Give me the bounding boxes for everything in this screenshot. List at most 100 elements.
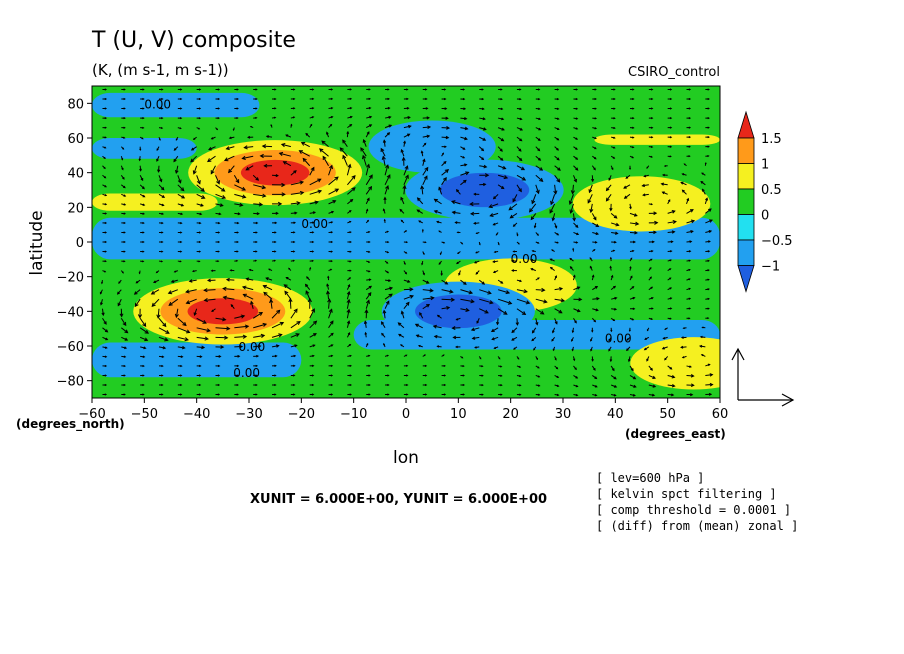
wind-vector <box>610 317 616 322</box>
wind-vector <box>641 183 649 188</box>
wind-vector <box>399 208 405 214</box>
wind-vector <box>234 97 239 101</box>
wind-vector <box>416 197 424 205</box>
wind-vector <box>591 317 597 323</box>
anomaly-contour <box>187 298 259 325</box>
wind-vector <box>530 213 537 221</box>
wind-vector <box>177 203 185 207</box>
wind-vector <box>573 136 579 140</box>
wind-vector <box>705 317 710 320</box>
wind-vector <box>366 240 371 244</box>
wind-vector <box>535 241 540 244</box>
wind-vector <box>328 332 334 338</box>
wind-vector <box>479 365 484 368</box>
wind-vector <box>440 270 443 277</box>
wind-vector <box>592 308 599 312</box>
wind-vector <box>686 259 692 262</box>
wind-vector <box>403 294 414 300</box>
wind-vector <box>403 174 409 186</box>
wind-vector <box>573 297 583 302</box>
wind-vector <box>190 146 197 151</box>
wind-vector <box>473 192 480 196</box>
wind-vector <box>326 131 330 138</box>
wind-vector <box>366 354 371 357</box>
wind-vector <box>516 232 519 237</box>
wind-vector <box>686 126 692 129</box>
wind-vector <box>573 222 579 228</box>
wind-vector <box>420 185 425 195</box>
wind-vector <box>158 97 164 101</box>
wind-vector <box>101 308 105 317</box>
wind-vector <box>140 126 145 129</box>
wind-vector <box>302 157 311 167</box>
wind-vector <box>272 383 277 387</box>
wind-vector <box>648 145 654 149</box>
wind-vector <box>102 393 108 396</box>
wind-vector <box>253 322 268 329</box>
wind-vector <box>234 212 241 216</box>
wind-vector <box>234 88 239 91</box>
wind-vector <box>460 88 466 91</box>
wind-vector <box>140 221 145 225</box>
wind-vector <box>460 126 469 131</box>
wind-vector <box>102 212 108 215</box>
wind-vector <box>139 184 145 190</box>
wind-vector <box>177 260 182 263</box>
wind-vector <box>102 317 107 325</box>
wind-vector <box>385 106 391 110</box>
wind-vector <box>196 336 209 341</box>
wind-vector <box>228 136 235 140</box>
wind-vector <box>253 259 258 262</box>
wind-vector <box>496 318 500 326</box>
wind-vector <box>158 117 164 120</box>
wind-vector <box>280 143 291 148</box>
wind-vector <box>196 184 205 192</box>
wind-vector <box>572 213 576 222</box>
wind-vector <box>591 165 596 171</box>
wind-vector <box>573 365 577 371</box>
wind-vector <box>663 164 668 167</box>
wind-vector <box>554 308 563 314</box>
wind-vector <box>140 97 145 101</box>
anomaly-contour <box>415 294 502 329</box>
wind-vector <box>121 221 126 225</box>
wind-vector <box>400 310 405 319</box>
wind-vector <box>140 231 145 234</box>
wind-vector <box>441 354 445 357</box>
note-line: [ kelvin spct filtering ] <box>596 487 777 501</box>
colorbar-swatch <box>737 137 755 164</box>
wind-vector <box>570 184 575 195</box>
wind-vector <box>282 161 292 167</box>
wind-vector <box>498 97 503 101</box>
wind-vector <box>438 260 442 265</box>
wind-vector <box>158 364 164 368</box>
colorbar-label: −0.5 <box>761 234 793 249</box>
colorbar-label: 1 <box>761 158 769 173</box>
wind-vector <box>102 240 108 244</box>
wind-vector <box>648 136 654 139</box>
wind-vector <box>248 268 254 272</box>
contour-label: 0.00 <box>144 98 171 112</box>
wind-vector <box>682 327 687 330</box>
wind-vector <box>347 187 356 195</box>
wind-vector <box>531 336 537 342</box>
wind-vector <box>385 279 392 283</box>
wind-vector <box>309 354 315 358</box>
wind-vector <box>508 203 518 211</box>
wind-vector <box>573 375 579 379</box>
wind-vector <box>193 308 198 317</box>
wind-vector <box>554 298 566 303</box>
wind-vector <box>403 279 411 283</box>
y-tick-label: 60 <box>67 132 84 147</box>
wind-vector <box>210 165 216 175</box>
wind-vector <box>177 221 183 225</box>
wind-vector <box>215 107 221 110</box>
wind-vector <box>177 127 182 130</box>
wind-vector <box>592 146 597 150</box>
wind-vector <box>702 188 706 195</box>
wind-vector <box>177 193 186 199</box>
wind-vector <box>667 297 673 300</box>
wind-vector <box>516 384 522 387</box>
wind-vector <box>460 383 466 387</box>
wind-vector <box>173 146 179 151</box>
